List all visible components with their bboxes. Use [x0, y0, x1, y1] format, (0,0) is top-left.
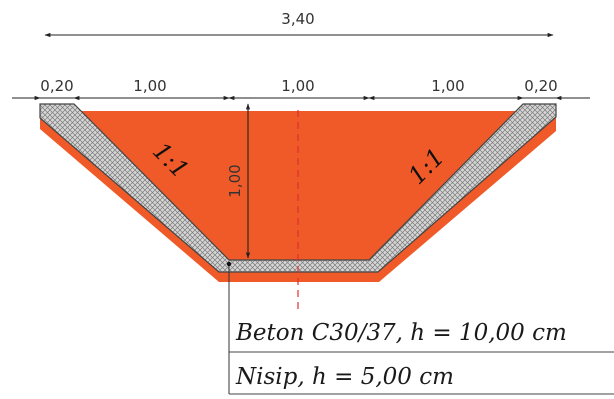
depth-label: 1,00 — [226, 164, 244, 197]
leader-point — [227, 262, 231, 266]
legend-sand-label: Nisip, h = 5,00 cm — [235, 364, 454, 390]
berm-right-label: 0,20 — [524, 77, 557, 95]
overall-width-label: 3,40 — [281, 10, 314, 28]
slope-right-width-label: 1,00 — [431, 77, 464, 95]
slope-left-width-label: 1,00 — [133, 77, 166, 95]
legend-concrete-label: Beton C30/37, h = 10,00 cm — [235, 320, 567, 346]
berm-left-label: 0,20 — [40, 77, 73, 95]
bottom-width-label: 1,00 — [281, 77, 314, 95]
